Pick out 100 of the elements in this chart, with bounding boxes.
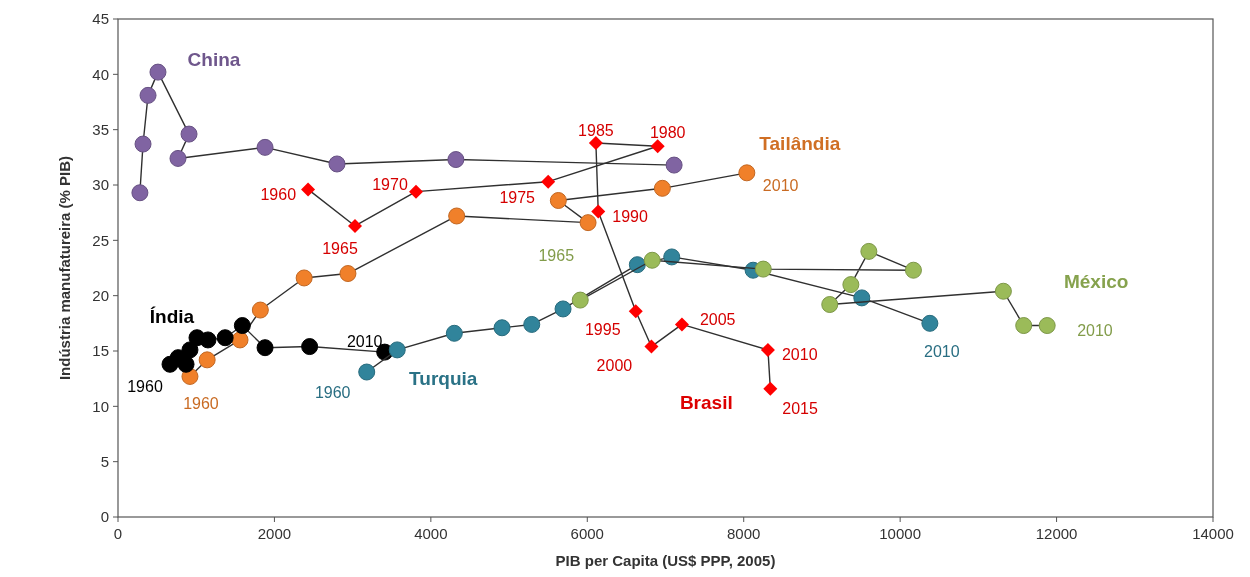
point [588,135,603,150]
point [139,86,157,104]
point [134,135,152,153]
series-label: Turquia [409,367,478,389]
point [754,260,772,278]
point [339,265,357,283]
annotation: 2005 [699,311,736,329]
point [994,282,1012,300]
point [199,331,217,349]
point [1015,317,1033,335]
x-tick-label: 4000 [414,525,448,542]
point [448,207,466,225]
y-axis-title: Indústria manufatureira (% PIB) [56,155,73,381]
point [131,184,149,202]
annotation: 2010 [346,332,383,350]
series-label: Tailândia [759,133,841,155]
point [523,315,541,333]
y-tick-label: 10 [92,397,109,415]
annotation: 2010 [781,346,818,364]
point [738,164,756,182]
y-tick-label: 25 [92,231,109,249]
annotation: 1960 [314,383,351,401]
series-label: Brasil [679,392,733,414]
annotation: 1985 [578,121,614,139]
point [256,138,274,156]
point [643,251,661,269]
annotation: 1960 [260,186,297,204]
point [295,269,313,287]
point [177,355,195,373]
point [821,296,839,314]
y-tick-label: 15 [92,342,109,360]
annotation: 1965 [538,246,575,264]
annotation: 1970 [372,176,408,194]
point [549,191,567,209]
point [447,151,465,169]
point [842,276,860,294]
point [904,261,922,279]
x-tick-label: 6000 [570,525,604,542]
point [663,248,681,266]
annotation: 1960 [127,377,163,395]
point [251,301,269,319]
x-axis-title: PIB per Capita (US$ PPP, 2005) [555,552,776,569]
y-tick-label: 35 [92,120,109,138]
point [198,351,216,369]
y-tick-label: 20 [92,286,109,304]
annotation: 2010 [762,177,799,195]
point [921,314,939,332]
y-tick-label: 0 [100,508,109,526]
annotation: 1965 [322,239,358,257]
x-tick-label: 10000 [879,525,921,542]
point [216,329,234,347]
annotation: 2000 [596,357,633,375]
series-label: México [1063,271,1129,293]
point [853,289,871,307]
annotation: 1990 [612,208,648,226]
x-tick-label: 12000 [1035,525,1078,542]
point [650,139,665,154]
point [358,363,376,381]
annotation: 1995 [584,320,621,338]
series-label: Índia [149,305,195,327]
point [328,155,346,173]
point [579,214,597,232]
annotation: 1980 [649,123,686,141]
point [149,63,167,81]
y-tick-label: 40 [92,65,109,83]
y-tick-label: 45 [92,10,109,28]
point [674,317,689,332]
point [554,300,572,318]
point [571,291,589,309]
point [301,182,316,197]
point [169,149,187,167]
point [409,184,423,199]
x-tick-label: 0 [113,525,123,542]
annotation: 1975 [499,189,536,207]
point [256,339,274,357]
point [760,342,775,357]
point [1038,317,1056,335]
annotation: 2010 [1077,322,1113,340]
annotation: 1960 [183,395,219,413]
point [591,204,606,219]
y-tick-label: 5 [100,452,109,470]
series-label: China [187,48,241,70]
point [541,174,556,189]
point [445,324,463,342]
point [665,156,683,174]
point [388,341,406,359]
point [860,242,878,260]
point [493,319,511,337]
annotation: 2010 [924,342,960,360]
point [628,304,643,319]
x-tick-label: 14000 [1192,525,1234,542]
point [301,338,319,356]
annotation: 2015 [782,400,818,418]
point [180,125,198,143]
point [233,317,251,335]
point [763,381,778,396]
point [347,218,362,233]
x-tick-label: 8000 [727,525,761,542]
point [181,341,199,359]
x-tick-label: 2000 [257,525,292,542]
